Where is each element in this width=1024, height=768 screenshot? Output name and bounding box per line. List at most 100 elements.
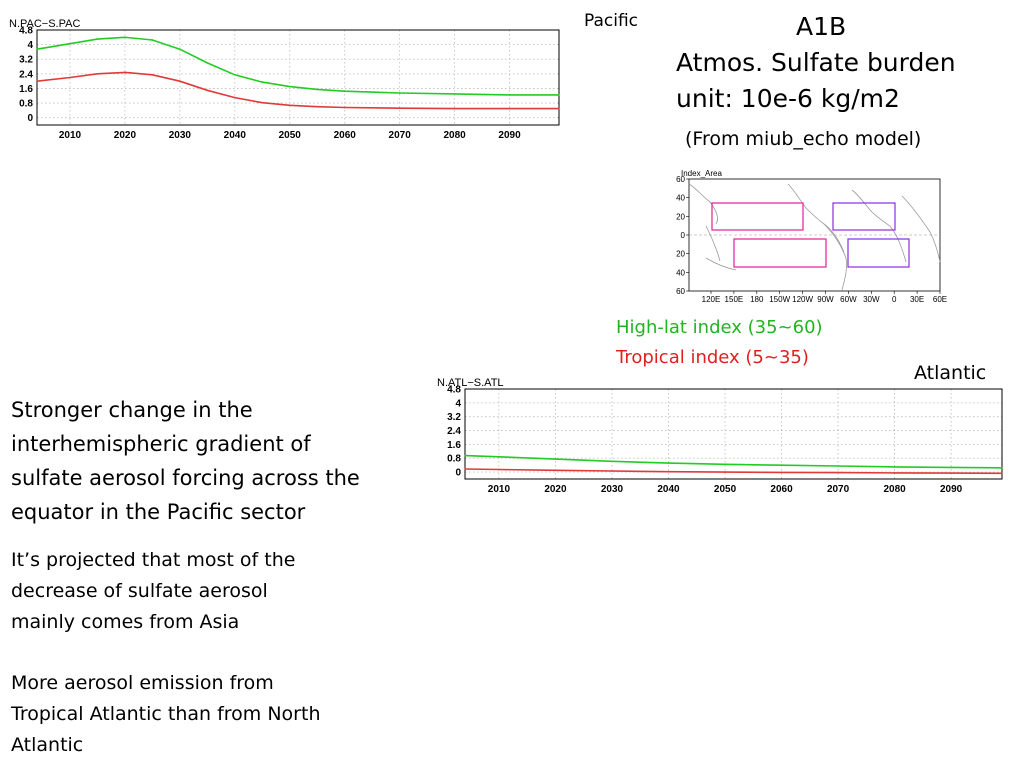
map-x-tick-label: 150E xyxy=(725,295,744,304)
map-x-tick-label: 150W xyxy=(769,295,790,304)
atlantic-chart: N.ATL−S.ATL 0 0.8 1.6 2.4 3.2 4 4.8 2010 2020 2030… xyxy=(437,377,1003,495)
atlantic-series-point xyxy=(498,456,500,458)
pacific-x-tick-label: 2030 xyxy=(169,130,192,141)
pacific-chart-title: N.PAC−S.PAC xyxy=(9,18,80,30)
main-line-2: interhemispheric gradient of xyxy=(11,432,311,456)
main-line-3: sulfate aerosol forcing across the xyxy=(11,466,360,490)
pacific-x-tick-label: 2040 xyxy=(224,130,247,141)
pacific-series-point xyxy=(288,104,291,107)
atlantic-x-tick-label: 2090 xyxy=(940,484,963,495)
atlantic-x-tick-label: 2020 xyxy=(544,484,567,495)
pacific-x-tick-label: 2070 xyxy=(389,130,412,141)
map-x-tick-label: 120E xyxy=(702,295,721,304)
pacific-x-tick-label: 2090 xyxy=(498,130,521,141)
note2-line-3: Atlantic xyxy=(11,734,84,756)
region-label-atlantic: Atlantic xyxy=(914,362,987,384)
map-y-tick-label: −60 xyxy=(676,287,686,296)
atlantic-series-point xyxy=(837,471,839,474)
pacific-x-tick-label: 2050 xyxy=(279,130,302,141)
atlantic-y-tick-label: 4.8 xyxy=(447,385,461,396)
atlantic-series-point xyxy=(498,468,500,471)
map-y-tick-label: 0 xyxy=(681,231,686,240)
map-x-tick-label: 60E xyxy=(933,295,947,304)
pacific-plot-frame xyxy=(36,29,560,126)
atlantic-y-tick-label: 2.4 xyxy=(447,426,461,437)
pacific-series-line-highlat xyxy=(36,36,559,96)
box-north-pacific xyxy=(711,202,804,231)
atlantic-series-point xyxy=(1001,472,1003,475)
pacific-series-point xyxy=(398,92,401,94)
map-x-tick-label: 120W xyxy=(792,295,813,304)
pacific-series-point xyxy=(96,73,99,75)
pacific-series-point xyxy=(234,96,236,99)
pacific-series-point xyxy=(508,94,511,96)
main-line-1: Stronger change in the xyxy=(11,398,253,422)
atlantic-series-line-highlat xyxy=(464,454,1003,469)
pacific-series-point xyxy=(453,107,456,110)
pacific-series-point xyxy=(261,101,264,104)
map-x-tick-label: 30E xyxy=(910,295,924,304)
pacific-series-point xyxy=(36,48,38,50)
atlantic-series-point xyxy=(554,469,557,472)
atlantic-series-point xyxy=(780,471,783,474)
map-y-tick-label: 60 xyxy=(676,175,685,184)
atlantic-series-point xyxy=(893,466,896,468)
map-x-tick-label: 60W xyxy=(840,295,857,304)
atlantic-x-tick-label: 2050 xyxy=(714,484,737,495)
pacific-series-point xyxy=(179,80,181,82)
pacific-series-point xyxy=(124,36,126,39)
pacific-series-point xyxy=(343,106,346,109)
map-y-tick-label: −20 xyxy=(676,250,686,259)
title-line-2: Atmos. Sulfate burden xyxy=(676,48,956,77)
atlantic-series-point xyxy=(464,468,466,470)
map-x-axis: 120E 150E 180 150W 120W 90W 60W 30W 0 30E 60E xyxy=(702,291,947,304)
atlantic-series-point xyxy=(667,470,670,473)
pacific-series-point xyxy=(151,39,154,41)
legend-tropical: Tropical index (5~35) xyxy=(616,347,809,368)
atlantic-series-point xyxy=(667,462,670,464)
pacific-series-point xyxy=(96,38,99,40)
pacific-series-point xyxy=(69,76,71,79)
atlantic-y-tick-label: 1.6 xyxy=(447,440,461,451)
note1-line-3: mainly comes from Asia xyxy=(11,611,240,633)
atlantic-y-tick-label: 3.2 xyxy=(447,412,461,423)
note2-line-1: More aerosol emission from xyxy=(11,672,274,694)
pacific-series-point xyxy=(558,107,560,110)
atlantic-series-point xyxy=(780,464,783,466)
map-title: Index_Area xyxy=(681,169,722,178)
pacific-series-point xyxy=(151,73,154,76)
note1-line-1: It’s projected that most of the xyxy=(11,549,296,571)
map-y-tick-label: 20 xyxy=(676,212,685,221)
title-line-3: unit: 10e-6 kg/m2 xyxy=(676,84,900,113)
title-line-1: A1B xyxy=(796,12,847,41)
note1-line-2: decrease of sulfate aerosol xyxy=(11,580,268,602)
note2-line-2: Tropical Atlantic than from North xyxy=(11,703,321,725)
atlantic-x-tick-label: 2010 xyxy=(488,484,511,495)
pacific-x-tick-label: 2010 xyxy=(59,130,82,141)
atlantic-series-point xyxy=(611,470,613,472)
box-north-atlantic xyxy=(832,202,896,231)
pacific-series-point xyxy=(179,48,181,50)
box-south-atlantic xyxy=(847,238,910,268)
pacific-y-tick-label: 4.8 xyxy=(19,26,33,37)
map-x-tick-label: 30W xyxy=(863,295,880,304)
atlantic-series-point xyxy=(1001,466,1003,469)
atlantic-series-point xyxy=(950,472,952,474)
pacific-x-tick-label: 2080 xyxy=(443,130,466,141)
atlantic-series-point xyxy=(611,460,613,463)
atlantic-x-tick-label: 2030 xyxy=(601,484,624,495)
pacific-series-point xyxy=(508,107,511,110)
map-y-tick-label: 40 xyxy=(676,194,685,203)
pacific-series-point xyxy=(234,73,236,76)
pacific-series-point xyxy=(558,94,560,96)
coastlines xyxy=(688,183,941,291)
pacific-series-point xyxy=(36,80,38,82)
pacific-series-point xyxy=(343,90,346,93)
region-label-pacific: Pacific xyxy=(584,11,639,31)
pacific-chart: N.PAC−S.PAC 0 0.8 1.6 2.4 3.2 4 4.8 2010 2020 2030… xyxy=(9,18,560,141)
atlantic-series-point xyxy=(837,465,839,467)
main-statement: Stronger change in the interhemispheric … xyxy=(11,393,360,529)
pacific-series-point xyxy=(316,105,319,108)
pacific-series-point xyxy=(316,88,319,91)
